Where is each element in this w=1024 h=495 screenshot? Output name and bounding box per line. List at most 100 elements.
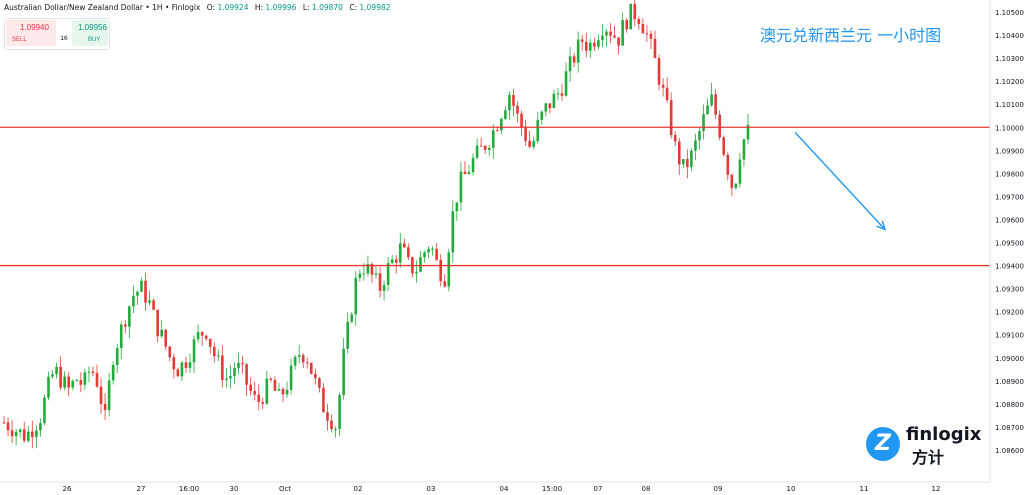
open-value: 1.09924 (217, 3, 249, 12)
candle-body (443, 281, 447, 287)
x-tick-label: 16:00 (179, 485, 199, 493)
candle-body (390, 259, 394, 264)
candle-body (212, 346, 216, 357)
sell-label: SELL (12, 37, 27, 43)
y-tick-label: 1.08900 (995, 378, 1024, 386)
candle-body (398, 243, 402, 263)
candle-body (26, 431, 30, 441)
candle-body (152, 300, 155, 310)
candle-body (318, 378, 321, 388)
candle-body (71, 380, 75, 388)
candle-body (237, 363, 240, 368)
candle-body (192, 339, 196, 363)
candle-body (653, 38, 657, 59)
x-axis: 26 27 16:00 30 Oct 02 03 04 15:00 07 08 09 10 11 12 (0, 481, 990, 493)
candle-body (346, 321, 349, 349)
candle-body (334, 429, 337, 431)
logo-chinese: 方计 (912, 448, 945, 467)
candle-body (10, 430, 14, 437)
candle-body (257, 394, 261, 402)
candle-body (144, 280, 147, 303)
candle-body (115, 348, 119, 366)
candle-body (111, 365, 115, 381)
candle-body (673, 135, 677, 142)
candle-body (241, 363, 244, 365)
candle-body (532, 141, 535, 147)
low-key: L: (302, 3, 310, 12)
candle-body (516, 105, 519, 114)
candle-body (423, 252, 426, 258)
open-key: O: (206, 3, 216, 12)
buy-label: BUY (88, 37, 101, 43)
sell-button[interactable]: 1.09940 SELL (6, 20, 56, 46)
buy-button[interactable]: 1.09956 BUY (72, 20, 108, 46)
candle-body (87, 371, 91, 373)
candle-body (281, 388, 285, 395)
candle-body (370, 263, 374, 275)
candle-body (548, 103, 552, 109)
candle-body (322, 387, 325, 413)
y-tick-label: 1.08800 (995, 401, 1024, 409)
x-tick-label: 26 (63, 485, 72, 493)
candle-body (686, 159, 689, 168)
candle-body (459, 171, 463, 203)
candle-body (378, 273, 382, 291)
candle-body (576, 39, 580, 63)
candle-body (253, 390, 256, 395)
y-axis: 1.10500 1.10400 1.10300 1.10200 1.10100 1.100… (989, 0, 1024, 482)
y-tick-label: 1.08700 (995, 424, 1024, 432)
candle-body (528, 140, 531, 147)
candle-body (407, 247, 410, 258)
candle-body (544, 103, 548, 112)
chart-header: Australian Dollar/New Zealand Dollar • 1… (4, 3, 391, 12)
candle-body (584, 41, 588, 51)
candle-body (698, 130, 701, 141)
header-separator: • (164, 3, 170, 12)
candle-body (350, 314, 354, 322)
y-tick-label: 1.09000 (995, 355, 1024, 363)
y-tick-label: 1.09100 (995, 332, 1024, 340)
candle-body (601, 35, 604, 41)
candle-body (669, 100, 673, 136)
candle-body (366, 263, 370, 274)
candle-body (508, 94, 511, 111)
candle-body (22, 429, 26, 441)
candle-body (293, 356, 297, 366)
candle-body (362, 273, 366, 275)
candle-body (31, 431, 34, 438)
low-value: 1.09870 (311, 3, 343, 12)
candle-body (682, 159, 685, 165)
candle-body (233, 367, 236, 377)
x-tick-label: 12 (932, 485, 941, 493)
y-tick-label: 1.10000 (995, 124, 1024, 132)
candle-body (496, 130, 499, 132)
candle-body (172, 357, 176, 370)
candle-body (208, 338, 212, 347)
candles-layer (2, 0, 750, 449)
candle-body (374, 273, 378, 275)
candle-body (156, 309, 159, 337)
high-key: H: (254, 3, 264, 12)
y-tick-label: 1.09300 (995, 286, 1024, 294)
candle-body (119, 324, 123, 349)
candle-body (59, 366, 62, 388)
x-tick-label: 10 (787, 485, 796, 493)
trend-arrow (794, 131, 887, 231)
candle-body (661, 84, 665, 88)
candle-body (148, 300, 151, 303)
candle-body (95, 373, 99, 387)
candle-body (289, 365, 293, 390)
candle-body (564, 71, 568, 96)
candle-body (160, 329, 163, 337)
candle-body (520, 113, 523, 127)
candle-body (427, 249, 430, 253)
x-tick-label: 08 (642, 485, 651, 493)
candle-body (657, 58, 661, 85)
candle-body (512, 94, 515, 106)
candle-body (694, 140, 697, 151)
arrow-head-icon (876, 220, 887, 231)
candle-body (613, 35, 616, 38)
candle-body (403, 243, 406, 248)
candle-body (625, 20, 628, 30)
